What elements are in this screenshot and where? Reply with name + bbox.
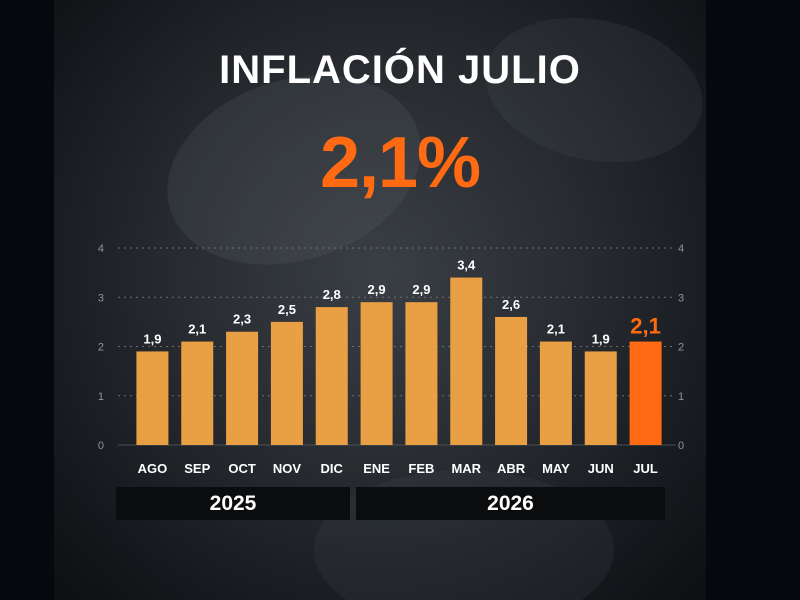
page-title: INFLACIÓN JULIO [219, 48, 581, 92]
y-tick-label-left: 4 [98, 243, 104, 255]
x-tick-label: MAR [451, 461, 481, 476]
headline-value: 2,1% [319, 123, 481, 203]
bar [539, 341, 572, 445]
data-label: 3,4 [457, 258, 476, 273]
data-label: 1,9 [592, 331, 610, 346]
x-tick-label: AGO [138, 461, 168, 476]
bar [584, 351, 617, 445]
y-tick-label-left: 3 [98, 292, 104, 304]
x-tick-label: ENE [363, 461, 390, 476]
y-tick-label-right: 3 [678, 292, 684, 304]
bar [495, 316, 528, 445]
x-tick-label: JUN [588, 461, 614, 476]
data-label: 2,1 [188, 322, 206, 337]
data-labels: 1,9 2,1 2,3 2,5 2,8 2,9 2,9 3,4 2,6 2,1 1,9 2,1 [143, 258, 661, 347]
y-tick-label-left: 0 [98, 440, 104, 452]
data-label-highlight: 2,1 [630, 314, 661, 339]
year-label-2026: 2026 [356, 487, 665, 520]
y-tick-label-right: 1 [678, 391, 684, 403]
bar [405, 302, 438, 445]
x-tick-label: FEB [408, 461, 434, 476]
y-tick-label-left: 1 [98, 391, 104, 403]
y-tick-label-left: 2 [98, 342, 104, 354]
data-label: 2,8 [323, 287, 341, 302]
y-tick-label-right: 2 [678, 342, 684, 354]
x-tick-label: MAY [542, 461, 570, 476]
x-tick-label: NOV [273, 461, 302, 476]
bar [450, 277, 483, 445]
bar [315, 307, 348, 445]
data-label: 2,5 [278, 302, 296, 317]
x-tick-label: JUL [633, 461, 658, 476]
bar [226, 331, 259, 445]
bars [136, 277, 662, 445]
x-tick-label: SEP [184, 461, 210, 476]
data-label: 1,9 [143, 331, 161, 346]
x-tick-label: ABR [497, 461, 526, 476]
bar-highlight [629, 341, 662, 445]
data-label: 2,9 [412, 282, 430, 297]
x-tick-label: DIC [321, 461, 344, 476]
data-label: 2,1 [547, 322, 565, 337]
data-label: 2,3 [233, 312, 251, 327]
y-tick-label-right: 0 [678, 440, 684, 452]
bar [181, 341, 214, 445]
y-tick-label-right: 4 [678, 243, 684, 255]
bar [360, 302, 393, 445]
y-axis-ticks: 0 0 1 1 2 2 3 3 4 4 [98, 243, 684, 452]
x-axis-categories: AGO SEP OCT NOV DIC ENE FEB MAR ABR MAY JUN JUL [138, 461, 658, 476]
data-label: 2,9 [368, 282, 386, 297]
bar [136, 351, 169, 445]
x-tick-label: OCT [228, 461, 256, 476]
year-label-2025: 2025 [116, 487, 350, 520]
data-label: 2,6 [502, 297, 520, 312]
bar [270, 321, 303, 445]
